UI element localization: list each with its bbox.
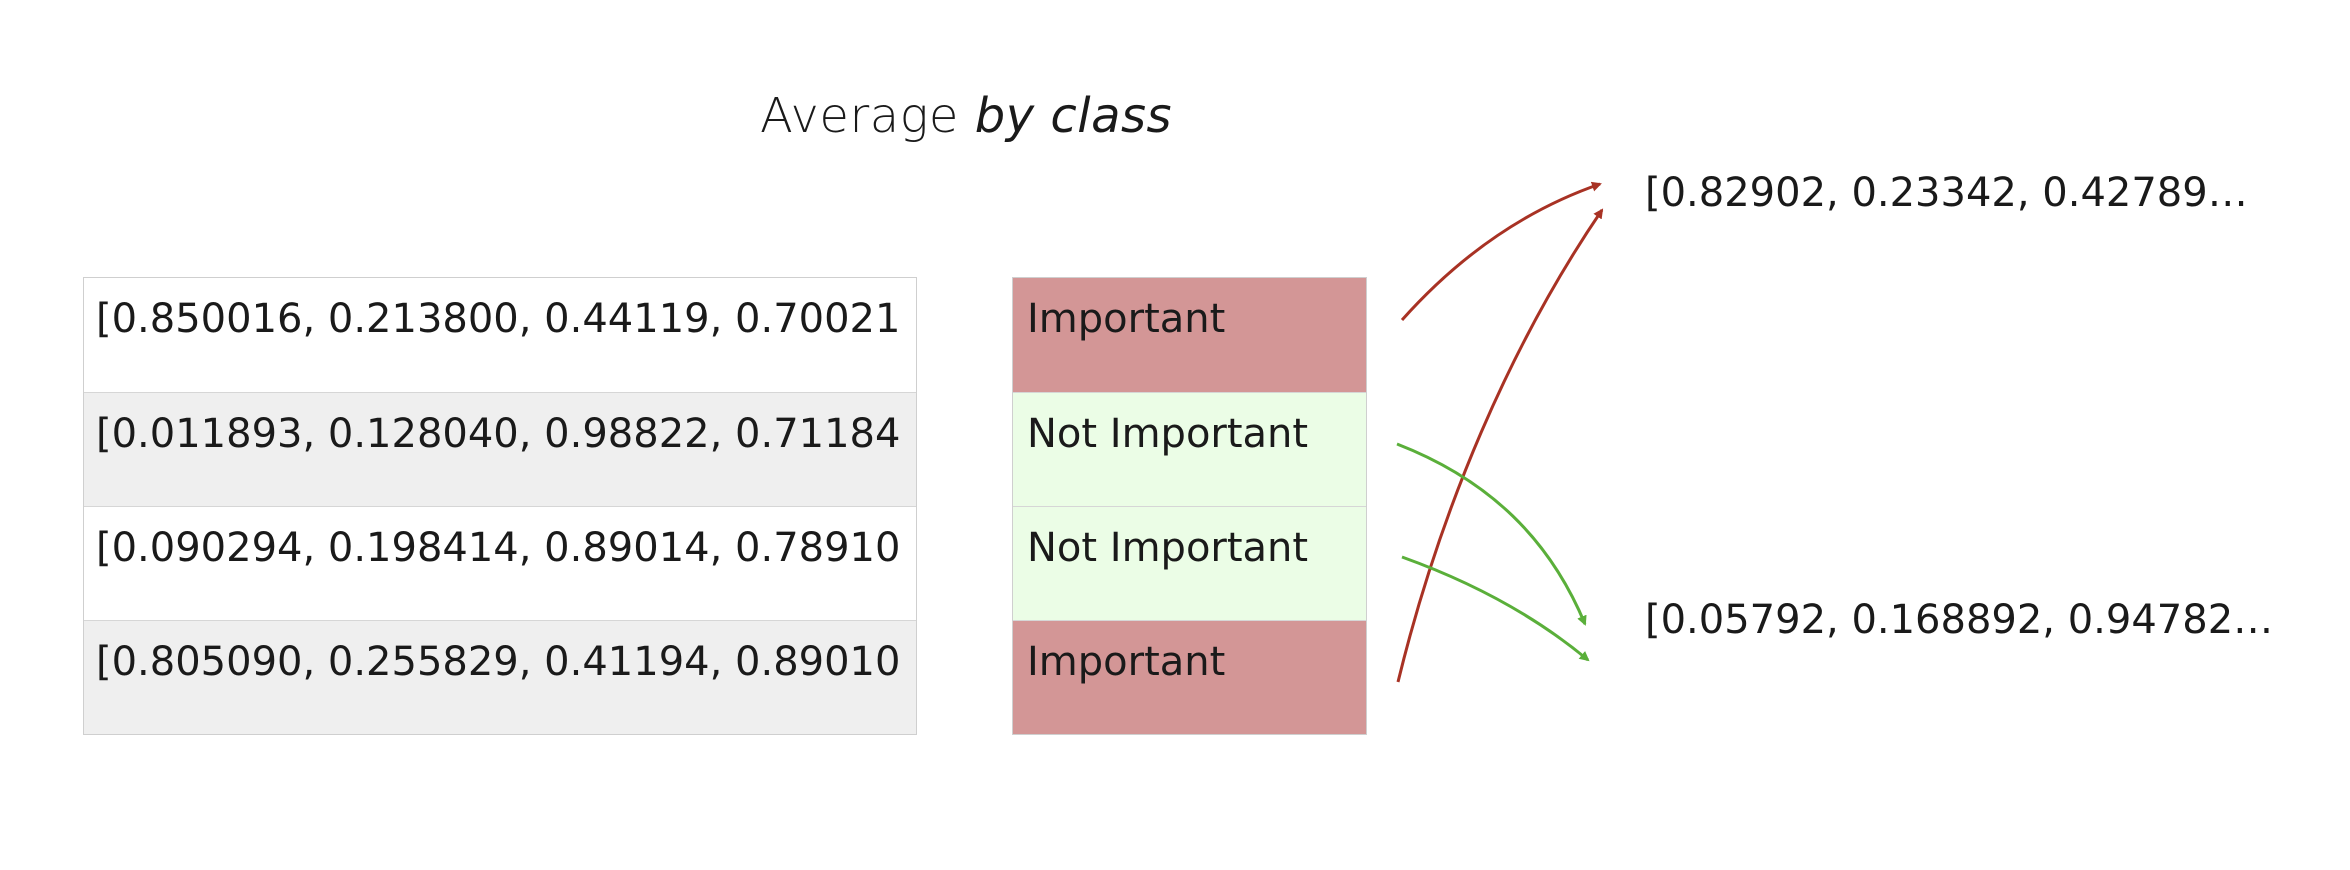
vector-row: [0.011893, 0.128040, 0.98822, 0.71184 <box>84 392 916 506</box>
class-label-important: Important <box>1013 278 1366 392</box>
class-label-important: Important <box>1013 620 1366 734</box>
class-label-not-important: Not Important <box>1013 506 1366 620</box>
vector-row: [0.090294, 0.198414, 0.89014, 0.78910 <box>84 506 916 620</box>
arrow-row1-to-important-average <box>1400 181 1602 321</box>
feature-vector-table: [0.850016, 0.213800, 0.44119, 0.70021 [0… <box>83 277 917 735</box>
diagram-title: Average by class <box>760 88 1172 144</box>
arrow-row4-to-important-average <box>1396 208 1604 683</box>
arrow-row2-to-not-important-average <box>1396 442 1587 626</box>
vector-row: [0.805090, 0.255829, 0.41194, 0.89010 <box>84 620 916 734</box>
vector-row: [0.850016, 0.213800, 0.44119, 0.70021 <box>84 278 916 392</box>
class-label-table: Important Not Important Not Important Im… <box>1012 277 1367 735</box>
arrow-row3-to-not-important-average <box>1401 555 1590 662</box>
not-important-average-vector: [0.05792, 0.168892, 0.94782… <box>1645 597 2274 643</box>
title-prefix: Average <box>760 88 959 144</box>
title-emphasis: by class <box>974 88 1173 144</box>
class-label-not-important: Not Important <box>1013 392 1366 506</box>
important-average-vector: [0.82902, 0.23342, 0.42789… <box>1645 170 2248 216</box>
